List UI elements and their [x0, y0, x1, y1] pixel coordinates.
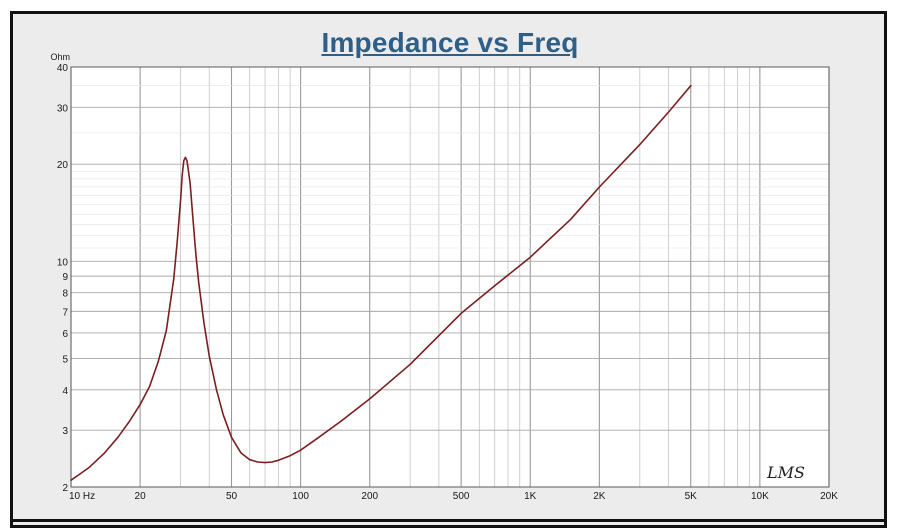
x-tick-label: 2K [593, 491, 606, 502]
y-tick-label: 20 [57, 160, 69, 171]
x-tick-label: 500 [453, 491, 470, 502]
y-tick-label: 3 [62, 426, 68, 437]
y-tick-label: 4 [62, 386, 68, 397]
y-tick-label: 8 [62, 289, 68, 300]
y-tick-label: 7 [62, 307, 68, 318]
chart-title: Impedance vs Freq [321, 27, 579, 58]
x-tick-label: 1K [524, 491, 537, 502]
x-tick-label: 100 [292, 491, 309, 502]
impedance-curve [70, 84, 692, 482]
bottom-rule [10, 519, 887, 522]
x-tick-label: 5K [685, 491, 698, 502]
x-tick-label: 50 [226, 491, 238, 502]
x-tick-label: 200 [361, 491, 378, 502]
y-tick-label: 30 [57, 103, 69, 114]
y-tick-label: 2 [62, 483, 68, 494]
x-tick-label: 10 Hz [69, 491, 95, 502]
y-axis-unit-label: Ohm [50, 52, 70, 62]
y-tick-label: 40 [57, 63, 69, 74]
y-tick-label: 10 [57, 257, 69, 268]
plot-border [70, 66, 830, 488]
plot-area [71, 67, 829, 487]
lms-watermark: LMS [766, 463, 805, 482]
y-tick-label: 6 [62, 329, 68, 340]
x-tick-label: 20 [135, 491, 147, 502]
x-tick-label: 10K [751, 491, 769, 502]
x-tick-label: 20K [820, 491, 838, 502]
y-tick-label: 9 [62, 272, 68, 283]
y-tick-label: 5 [62, 355, 68, 366]
